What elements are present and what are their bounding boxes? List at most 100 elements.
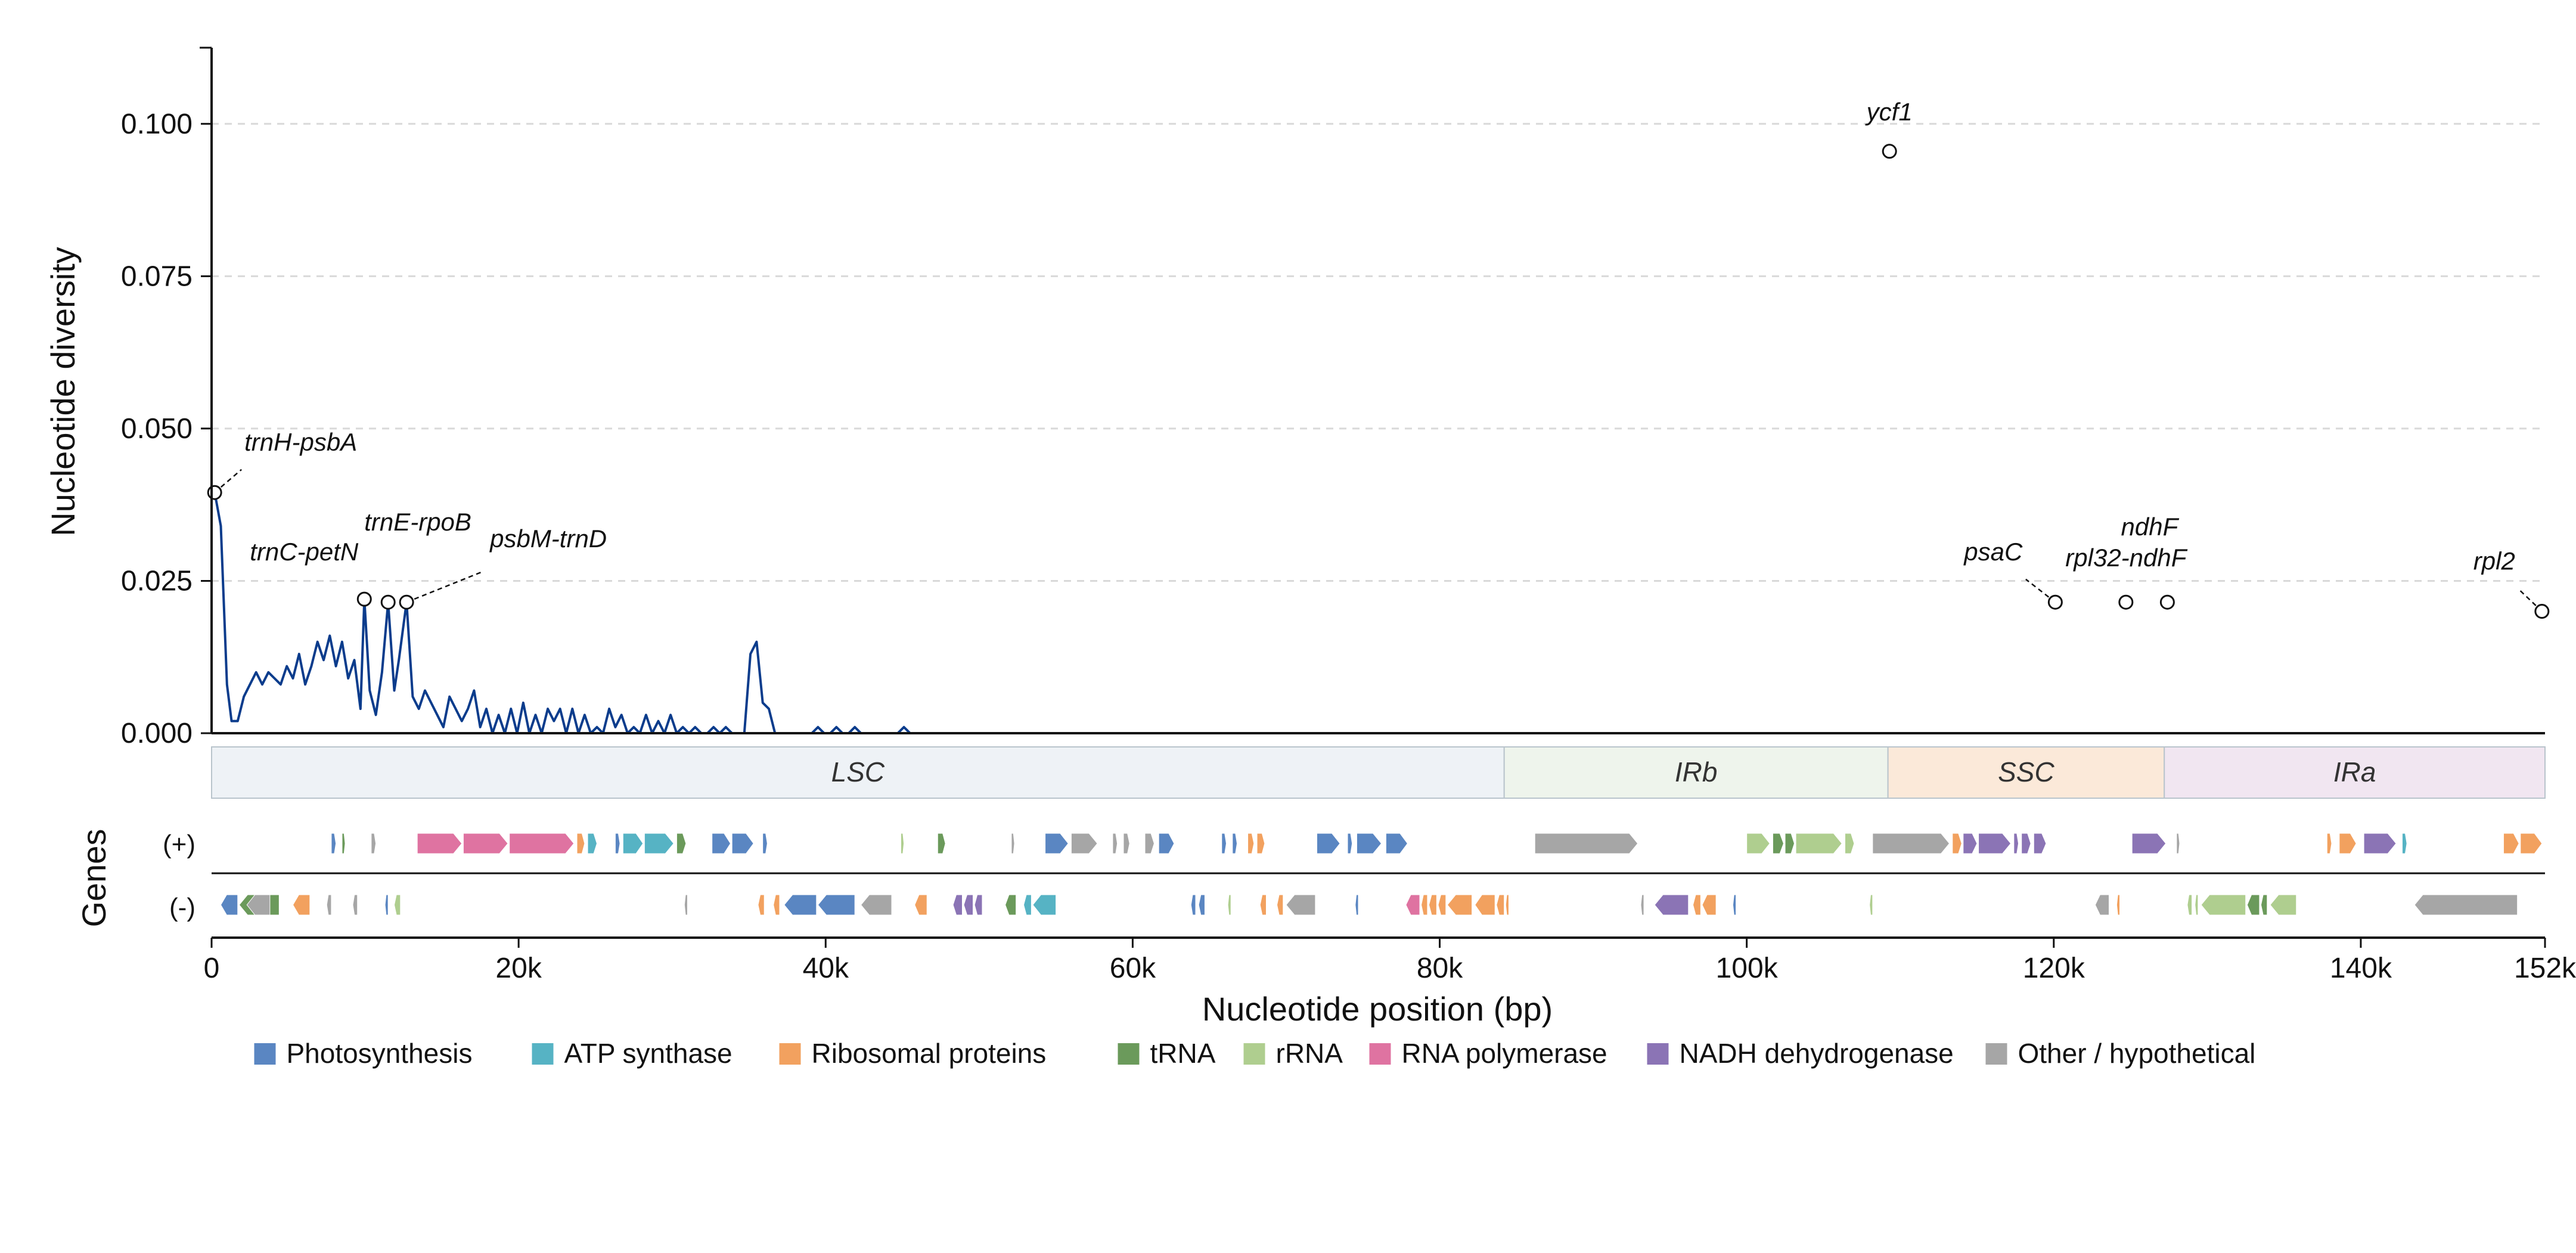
peak-marker — [1882, 144, 1897, 159]
gene-block — [676, 833, 687, 854]
gene-block — [2246, 894, 2260, 916]
gene-block — [1198, 894, 1205, 916]
gene-block — [1952, 833, 1962, 854]
gene-block — [758, 894, 765, 916]
axes: 0.000 0.025 0.050 0.075 0.100 — [121, 46, 2545, 749]
gene-block — [384, 894, 389, 916]
peak-leader-line — [214, 469, 242, 494]
gene-block — [1123, 833, 1130, 854]
gene-block — [2363, 833, 2397, 854]
gene-block — [1005, 894, 1017, 916]
x-axis-title: Nucleotide position (bp) — [1202, 990, 1553, 1028]
legend-swatch — [1985, 1043, 2007, 1065]
peak-leader-line — [2025, 578, 2056, 603]
gene-block — [1496, 894, 1505, 916]
gene-block — [860, 894, 892, 916]
gene-block — [1227, 894, 1231, 916]
gene-block — [1654, 894, 1689, 916]
gene-block — [952, 894, 963, 916]
legend-label: RNA polymerase — [1402, 1038, 1607, 1069]
legend-swatch — [1369, 1043, 1391, 1065]
gene-block — [417, 833, 463, 854]
gene-block — [937, 833, 946, 854]
y-tick-label: 0.100 — [121, 108, 193, 140]
gene-block — [1640, 894, 1644, 916]
gene-block — [622, 833, 644, 854]
gene-block — [326, 894, 332, 916]
gene-block — [292, 894, 311, 916]
gene-block — [393, 894, 401, 916]
gene-block — [2414, 894, 2518, 916]
gene-block — [1023, 894, 1032, 916]
gene-block — [587, 833, 598, 854]
gene-block — [1405, 894, 1420, 916]
gene-block — [2021, 833, 2031, 854]
gene-block — [712, 833, 731, 854]
gene-block — [1421, 894, 1428, 916]
y-tick-label: 0.000 — [121, 718, 193, 749]
gene-block — [1475, 894, 1495, 916]
peak-label: trnE-rpoB — [364, 508, 471, 536]
gene-block — [2195, 894, 2199, 916]
gene-block — [1795, 833, 1842, 854]
legend-label: rRNA — [1276, 1038, 1343, 1069]
gene-block — [773, 894, 780, 916]
gene-block — [2260, 894, 2268, 916]
gene-block — [1784, 833, 1795, 854]
gene-block — [1872, 833, 1950, 854]
x-tick-label: 40k — [803, 953, 849, 984]
x-tick-label: 152k — [2514, 953, 2576, 984]
gene-block — [1286, 894, 1316, 916]
gene-block — [1746, 833, 1770, 854]
gene-block — [784, 894, 817, 916]
gene-block — [1347, 833, 1353, 854]
gene-block — [2201, 894, 2246, 916]
gene-block — [614, 833, 620, 854]
legend-swatch — [1647, 1043, 1669, 1065]
gene-block — [731, 833, 754, 854]
gene-block — [2339, 833, 2357, 854]
region-bands: LSC IRb SSC IRa — [211, 746, 2546, 799]
gene-block — [644, 833, 674, 854]
peak-label: ycf1 — [1865, 98, 1913, 126]
gene-block — [1385, 833, 1408, 854]
peak-label: psaC — [1963, 538, 2023, 566]
x-tick-label: 100k — [1716, 953, 1779, 984]
strand-plus-label: (+) — [163, 830, 195, 859]
gene-block — [2503, 833, 2519, 854]
region-label: IRb — [1675, 756, 1718, 787]
gene-block — [2187, 894, 2193, 916]
region-label: LSC — [831, 756, 885, 787]
gene-block — [1190, 894, 1196, 916]
gene-block — [2401, 833, 2407, 854]
peak-leader-line — [406, 571, 482, 603]
x-tick-label: 140k — [2330, 953, 2392, 984]
gene-block — [352, 894, 358, 916]
gene-block — [1045, 833, 1069, 854]
gene-block — [1355, 894, 1359, 916]
gene-block — [509, 833, 575, 854]
region-label: IRa — [2333, 756, 2376, 787]
gene-block — [2270, 894, 2297, 916]
legend-label: ATP synthase — [564, 1038, 733, 1069]
legend-swatch — [779, 1043, 801, 1065]
gene-block — [2520, 833, 2543, 854]
peak-marker — [2047, 594, 2063, 610]
y-tick-label: 0.075 — [121, 260, 193, 292]
x-tick-label: 20k — [495, 953, 542, 984]
gene-block — [1692, 894, 1701, 916]
gene-block — [331, 833, 337, 854]
gene-block — [1534, 833, 1638, 854]
gene-block — [900, 833, 905, 854]
peak-marker — [2159, 594, 2175, 610]
legend-label: Photosynthesis — [287, 1038, 473, 1069]
gene-block — [762, 833, 768, 854]
gene-block — [1316, 833, 1340, 854]
peak-label: ndhF — [2121, 513, 2180, 541]
legend-swatch — [254, 1043, 276, 1065]
x-tick-label: 80k — [1417, 953, 1463, 984]
gene-block — [1702, 894, 1717, 916]
peak-label: trnH-psbA — [244, 428, 357, 456]
gene-tracks: 0 20k 40k 60k 80k 100k 120k 140k 152k — [204, 833, 2576, 984]
gene-block — [2116, 894, 2121, 916]
